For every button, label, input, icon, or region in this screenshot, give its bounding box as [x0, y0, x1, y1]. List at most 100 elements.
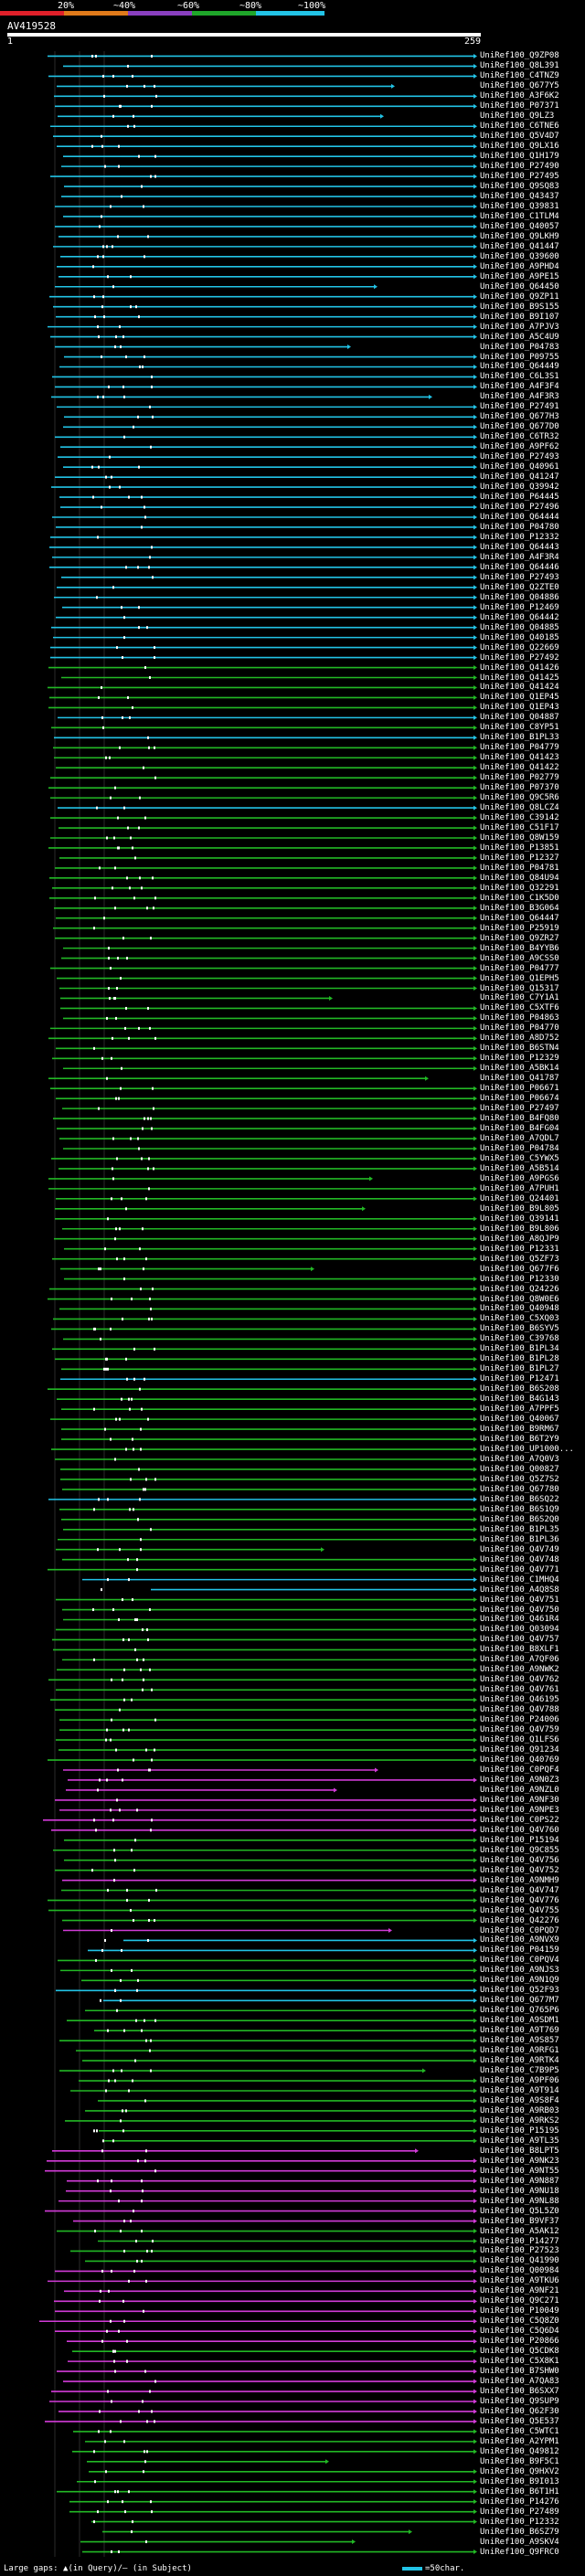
hit-link[interactable]: UniRef100_Q9LKH9: [480, 231, 559, 241]
hit-link[interactable]: UniRef100_A9RFG1: [480, 2046, 559, 2056]
hit-link[interactable]: UniRef100_C1K5D0: [480, 893, 559, 903]
hit-link[interactable]: UniRef100_A8QJP9: [480, 1234, 559, 1244]
hit-link[interactable]: UniRef100_Q64446: [480, 562, 559, 572]
hit-link[interactable]: UniRef100_P20866: [480, 2337, 559, 2347]
hit-link[interactable]: UniRef100_Q9ZP11: [480, 292, 559, 302]
hit-link[interactable]: UniRef100_B9VF37: [480, 2216, 559, 2226]
hit-link[interactable]: UniRef100_Q4V757: [480, 1635, 559, 1645]
hit-link[interactable]: UniRef100_P12329: [480, 1054, 559, 1064]
hit-link[interactable]: UniRef100_Q1EPH5: [480, 973, 559, 983]
hit-link[interactable]: UniRef100_Q39600: [480, 251, 559, 261]
hit-link[interactable]: UniRef100_A9SKV4: [480, 2537, 559, 2547]
hit-link[interactable]: UniRef100_Q4V752: [480, 1865, 559, 1875]
hit-link[interactable]: UniRef100_Q9SQ83: [480, 182, 559, 192]
hit-link[interactable]: UniRef100_Q00827: [480, 1464, 559, 1474]
hit-link[interactable]: UniRef100_Q4V751: [480, 1595, 559, 1605]
hit-link[interactable]: UniRef100_B4G143: [480, 1394, 559, 1405]
hit-link[interactable]: UniRef100_C0PQV4: [480, 1956, 559, 1966]
hit-link[interactable]: UniRef100_A9N1Q9: [480, 1976, 559, 1986]
hit-link[interactable]: UniRef100_P25919: [480, 923, 559, 933]
hit-link[interactable]: UniRef100_B9RM67: [480, 1425, 559, 1435]
hit-link[interactable]: UniRef100_P12469: [480, 602, 559, 612]
hit-link[interactable]: UniRef100_P04777: [480, 963, 559, 973]
hit-link[interactable]: UniRef100_Q677M7: [480, 1996, 559, 2006]
hit-link[interactable]: UniRef100_Q84U94: [480, 873, 559, 883]
hit-link[interactable]: UniRef100_A9SDM1: [480, 2016, 559, 2026]
hit-link[interactable]: UniRef100_A4F3R4: [480, 552, 559, 562]
hit-link[interactable]: UniRef100_Q41422: [480, 763, 559, 773]
hit-link[interactable]: UniRef100_B4FQ80: [480, 1114, 559, 1124]
hit-link[interactable]: UniRef100_P04159: [480, 1945, 559, 1956]
hit-link[interactable]: UniRef100_Q4V759: [480, 1725, 559, 1735]
hit-link[interactable]: UniRef100_Q52F93: [480, 1986, 559, 1996]
hit-link[interactable]: UniRef100_Q5CDK8: [480, 2347, 559, 2357]
hit-link[interactable]: UniRef100_Q39942: [480, 482, 559, 493]
hit-link[interactable]: UniRef100_Q64444: [480, 513, 559, 522]
hit-link[interactable]: UniRef100_Q24226: [480, 1284, 559, 1294]
hit-link[interactable]: UniRef100_A5C4U9: [480, 332, 559, 342]
hit-link[interactable]: UniRef100_Q49812: [480, 2446, 559, 2456]
hit-link[interactable]: UniRef100_Q1H179: [480, 152, 559, 162]
hit-link[interactable]: UniRef100_Q42276: [480, 1915, 559, 1925]
hit-link[interactable]: UniRef100_B1PL35: [480, 1524, 559, 1534]
hit-link[interactable]: UniRef100_A5BK14: [480, 1064, 559, 1074]
hit-link[interactable]: UniRef100_Q00984: [480, 2266, 559, 2276]
hit-link[interactable]: UniRef100_C8YP51: [480, 723, 559, 733]
hit-link[interactable]: UniRef100_Q461R4: [480, 1615, 559, 1625]
hit-link[interactable]: UniRef100_Q9ZP08: [480, 51, 559, 61]
hit-link[interactable]: UniRef100_Q64443: [480, 542, 559, 552]
hit-link[interactable]: UniRef100_Q4V776: [480, 1895, 559, 1905]
hit-link[interactable]: UniRef100_Q2ZTE0: [480, 582, 559, 592]
hit-link[interactable]: UniRef100_P27523: [480, 2246, 559, 2256]
hit-link[interactable]: UniRef100_P27493: [480, 452, 559, 462]
hit-link[interactable]: UniRef100_A9S857: [480, 2036, 559, 2046]
hit-link[interactable]: UniRef100_A9NU18: [480, 2186, 559, 2196]
hit-link[interactable]: UniRef100_P04784: [480, 1143, 559, 1153]
hit-link[interactable]: UniRef100_B6SXX7: [480, 2387, 559, 2397]
hit-link[interactable]: UniRef100_P15195: [480, 2125, 559, 2136]
hit-link[interactable]: UniRef100_B9F5C1: [480, 2456, 559, 2466]
hit-link[interactable]: UniRef100_Q5L5Z0: [480, 2206, 559, 2216]
hit-link[interactable]: UniRef100_A9RB03: [480, 2105, 559, 2115]
hit-link[interactable]: UniRef100_A9N0Z3: [480, 1775, 559, 1785]
hit-link[interactable]: UniRef100_B7SHW0: [480, 2367, 559, 2377]
hit-link[interactable]: UniRef100_A9NT55: [480, 2166, 559, 2176]
hit-link[interactable]: UniRef100_Q40057: [480, 221, 559, 231]
hit-link[interactable]: UniRef100_P04863: [480, 1013, 559, 1023]
hit-link[interactable]: UniRef100_A3F6K2: [480, 91, 559, 101]
hit-link[interactable]: UniRef100_P07370: [480, 783, 559, 793]
hit-link[interactable]: UniRef100_Q41425: [480, 673, 559, 683]
hit-link[interactable]: UniRef100_Q4V761: [480, 1685, 559, 1695]
hit-link[interactable]: UniRef100_Q41447: [480, 241, 559, 251]
hit-link[interactable]: UniRef100_B6S1Q9: [480, 1504, 559, 1514]
hit-link[interactable]: UniRef100_Q9ZR27: [480, 933, 559, 943]
hit-link[interactable]: UniRef100_P12327: [480, 853, 559, 863]
hit-link[interactable]: UniRef100_Q5E537: [480, 2416, 559, 2426]
hit-link[interactable]: UniRef100_B6SYV5: [480, 1324, 559, 1334]
hit-link[interactable]: UniRef100_Q5V4D7: [480, 132, 559, 142]
hit-link[interactable]: UniRef100_Q39831: [480, 202, 559, 211]
hit-link[interactable]: UniRef100_C7Y1A1: [480, 993, 559, 1003]
hit-link[interactable]: UniRef100_Q4V756: [480, 1855, 559, 1865]
hit-link[interactable]: UniRef100_C4TNZ9: [480, 71, 559, 81]
hit-link[interactable]: UniRef100_A5AK12: [480, 2226, 559, 2236]
hit-link[interactable]: UniRef100_Q41247: [480, 472, 559, 482]
hit-link[interactable]: UniRef100_B8XLF1: [480, 1645, 559, 1655]
hit-link[interactable]: UniRef100_B6T2Y9: [480, 1435, 559, 1445]
hit-link[interactable]: UniRef100_A9TL35: [480, 2136, 559, 2146]
hit-link[interactable]: UniRef100_Q4V762: [480, 1675, 559, 1685]
hit-link[interactable]: UniRef100_P27489: [480, 2507, 559, 2517]
hit-link[interactable]: UniRef100_Q40961: [480, 462, 559, 472]
hit-link[interactable]: UniRef100_Q62F30: [480, 2406, 559, 2416]
hit-link[interactable]: UniRef100_Q9C271: [480, 2296, 559, 2306]
hit-link[interactable]: UniRef100_Q9LX16: [480, 142, 559, 152]
hit-link[interactable]: UniRef100_P04780: [480, 522, 559, 532]
hit-link[interactable]: UniRef100_P27490: [480, 162, 559, 172]
hit-link[interactable]: UniRef100_Q40769: [480, 1755, 559, 1765]
hit-link[interactable]: UniRef100_C1MHQ4: [480, 1574, 559, 1585]
hit-link[interactable]: UniRef100_Q677Y5: [480, 81, 559, 91]
hit-link[interactable]: UniRef100_P12331: [480, 1244, 559, 1254]
hit-link[interactable]: UniRef100_Q15317: [480, 983, 559, 993]
hit-link[interactable]: UniRef100_B4FG04: [480, 1124, 559, 1134]
hit-link[interactable]: UniRef100_A9T914: [480, 2085, 559, 2095]
